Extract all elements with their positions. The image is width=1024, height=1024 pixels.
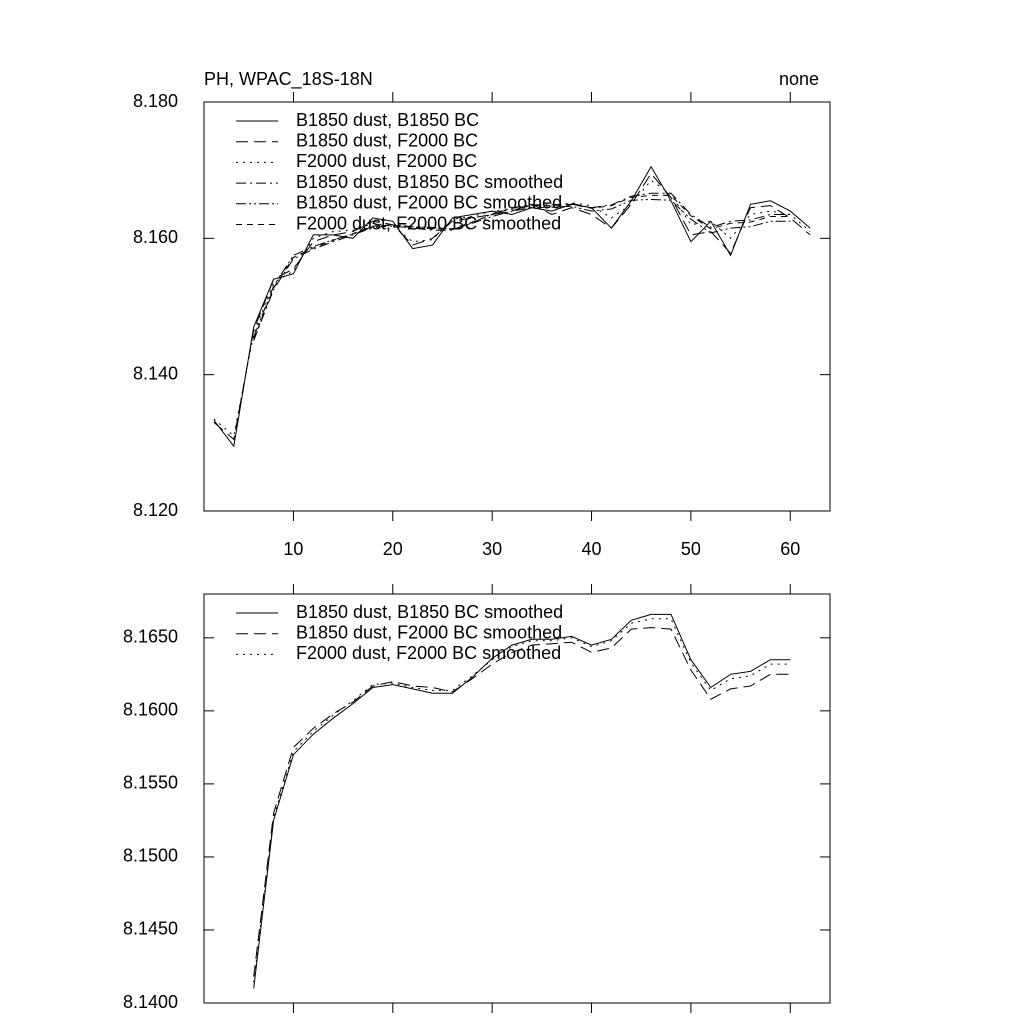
chart-title: PH, WPAC_18S-18N — [204, 69, 373, 90]
y-tick-label: 8.160 — [133, 227, 178, 247]
y-tick-label: 8.1500 — [123, 846, 178, 866]
legend-label: B1850 dust, F2000 BC — [296, 130, 478, 150]
legend-label: B1850 dust, B1850 BC — [296, 110, 479, 130]
legend-label: B1850 dust, F2000 BC smoothed — [296, 622, 562, 642]
x-tick-label: 40 — [582, 539, 602, 559]
legend-label: B1850 dust, F2000 BC smoothed — [296, 193, 562, 213]
chart-right-title: none — [779, 69, 819, 89]
data-line — [253, 192, 791, 341]
data-line — [253, 627, 791, 977]
legend-label: F2000 dust, F2000 BC — [296, 151, 477, 171]
y-tick-label: 8.120 — [133, 500, 178, 520]
x-tick-label: 10 — [283, 539, 303, 559]
legend-label: B1850 dust, B1850 BC smoothed — [296, 602, 563, 622]
y-tick-label: 8.1550 — [123, 773, 178, 793]
data-line — [253, 618, 791, 983]
legend-label: F2000 dust, F2000 BC smoothed — [296, 643, 561, 663]
x-tick-label: 60 — [780, 539, 800, 559]
x-tick-label: 30 — [482, 539, 502, 559]
data-line — [253, 613, 791, 989]
y-tick-label: 8.1400 — [123, 992, 178, 1012]
y-tick-label: 8.1600 — [123, 700, 178, 720]
data-line — [253, 194, 791, 340]
data-line — [213, 172, 811, 441]
plot-frame — [203, 101, 831, 512]
plot-frame — [203, 593, 831, 1004]
x-tick-label: 50 — [681, 539, 701, 559]
x-tick-label: 20 — [383, 539, 403, 559]
y-tick-label: 8.180 — [133, 91, 178, 111]
y-tick-label: 8.1450 — [123, 919, 178, 939]
y-tick-label: 8.1650 — [123, 627, 178, 647]
data-line — [213, 179, 811, 437]
legend-label: B1850 dust, B1850 BC smoothed — [296, 172, 563, 192]
legend-label: F2000 dust, F2000 BC smoothed — [296, 213, 561, 233]
y-tick-label: 8.140 — [133, 363, 178, 383]
data-line — [213, 165, 811, 448]
